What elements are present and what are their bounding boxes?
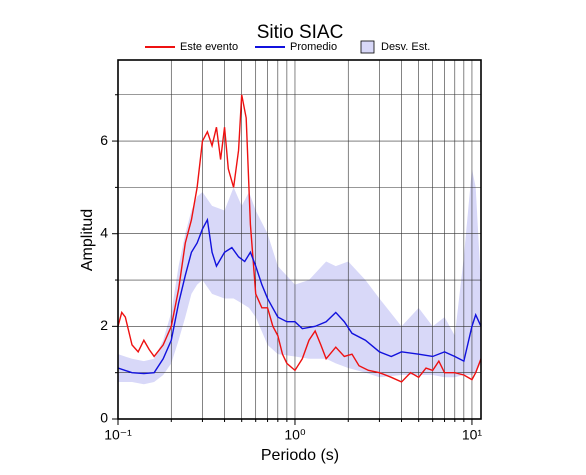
y-tick-label: 2	[100, 317, 108, 333]
y-tick-label: 4	[100, 224, 108, 240]
x-tick-label: 10⁻¹	[104, 427, 132, 443]
plot-area	[118, 60, 481, 419]
legend-label: Desv. Est.	[381, 41, 430, 53]
y-tick-label: 6	[100, 132, 108, 148]
y-axis-label: Amplitud	[79, 209, 96, 271]
std-band	[118, 168, 481, 385]
chart-title: Sitio SIAC	[257, 22, 344, 43]
plot-frame	[117, 59, 482, 420]
x-tick-label: 10⁰	[284, 427, 306, 443]
x-axis-label: Periodo (s)	[261, 447, 339, 464]
y-tick-label: 0	[100, 410, 108, 426]
legend-label: Este evento	[180, 41, 238, 53]
legend-label: Promedio	[290, 41, 337, 53]
series-line	[118, 94, 481, 383]
legend-swatch	[360, 40, 375, 54]
series-line	[118, 217, 481, 375]
x-tick-label: 10¹	[462, 427, 483, 443]
